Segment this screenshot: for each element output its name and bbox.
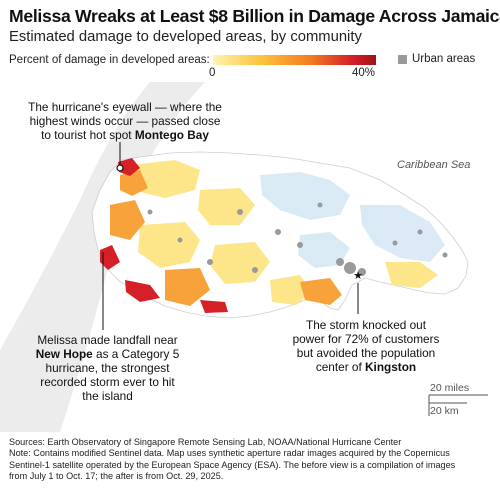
scale-label-miles: 20 miles <box>430 382 470 394</box>
legend-color-ramp <box>213 55 376 65</box>
low-damage-patches <box>128 160 438 305</box>
page-title: Melissa Wreaks at Least $8 Billion in Da… <box>9 6 500 26</box>
light-damage-patches <box>260 172 445 268</box>
scale-label-km: 20 km <box>430 405 459 417</box>
legend-min-label: 0 <box>209 67 216 79</box>
urban-area-patches <box>147 202 448 276</box>
footer-note-line1: Note: Contains modified Sentinel data. M… <box>9 448 450 459</box>
legend-max-label: 40% <box>352 67 376 79</box>
footer-note-line2: Sentinel-1 satellite operated by the Eur… <box>9 459 456 470</box>
montego-bay-marker <box>116 164 124 172</box>
new-hope-annotation: Melissa made landfall near New Hope as a… <box>35 333 180 403</box>
medium-damage-patches <box>110 170 342 306</box>
urban-area-swatch <box>398 55 407 64</box>
montego-bay-annotation: The hurricane's eyewall — where the high… <box>28 100 222 142</box>
jamaica-damage-map: ★ <box>0 82 488 432</box>
page-subtitle: Estimated damage to developed areas, by … <box>9 29 362 45</box>
legend-label: Percent of damage in developed areas: <box>9 54 210 66</box>
footer-sources: Sources: Earth Observatory of Singapore … <box>9 437 402 447</box>
footer-note-line3: from July 1 to Oct. 17; the after is fro… <box>9 470 224 481</box>
kingston-annotation: The storm knocked out power for 72% of c… <box>292 318 440 374</box>
urban-area-label: Urban areas <box>412 53 476 65</box>
high-damage-patches <box>100 158 228 313</box>
sea-label: Caribbean Sea <box>397 159 471 171</box>
footer-notes: Sources: Earth Observatory of Singapore … <box>9 437 493 482</box>
kingston-star-icon: ★ <box>353 270 363 282</box>
